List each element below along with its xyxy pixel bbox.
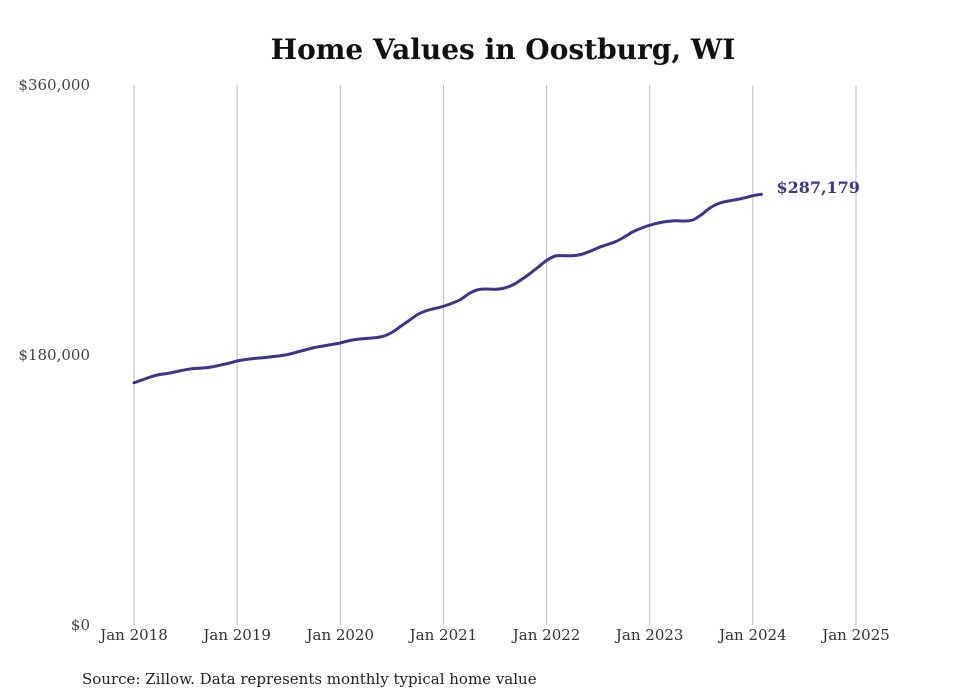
y-tick-label: $180,000 [18, 346, 90, 364]
y-axis-ticks: $0 $180,000 $360,000 [18, 76, 90, 634]
x-axis-ticks: Jan 2018 Jan 2019 Jan 2020 Jan 2021 Jan 2022… [98, 626, 890, 644]
y-tick-label: $0 [71, 616, 90, 634]
x-tick-label: Jan 2025 [820, 626, 890, 644]
x-tick-label: Jan 2023 [614, 626, 684, 644]
x-tick-label: Jan 2018 [98, 626, 168, 644]
y-tick-label: $360,000 [18, 76, 90, 94]
x-tick-label: Jan 2022 [511, 626, 581, 644]
x-tick-label: Jan 2021 [408, 626, 478, 644]
gridlines [133, 85, 857, 625]
x-tick-label: Jan 2020 [305, 626, 375, 644]
end-value-label: $287,179 [776, 178, 860, 197]
source-note: Source: Zillow. Data represents monthly … [82, 670, 537, 688]
chart-title: Home Values in Oostburg, WI [271, 33, 736, 66]
series-line-home-value [132, 192, 763, 385]
x-tick-label: Jan 2019 [201, 626, 271, 644]
x-tick-label: Jan 2024 [717, 626, 787, 644]
